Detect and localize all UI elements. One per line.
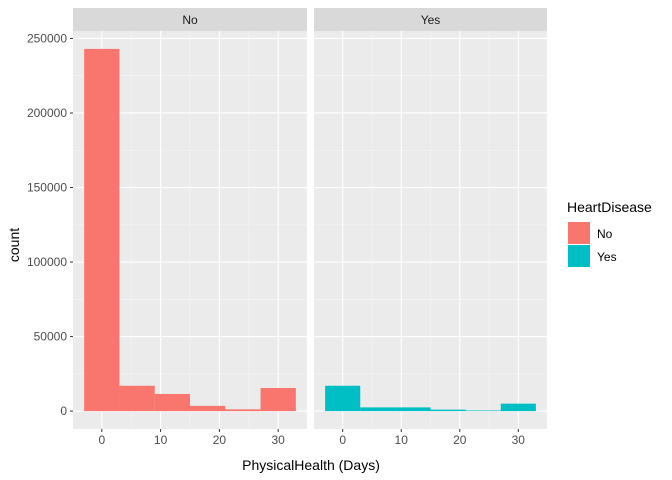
bar: [225, 409, 261, 412]
y-axis-title: count: [6, 228, 22, 262]
bar: [360, 407, 396, 412]
legend-title: HeartDisease: [567, 199, 652, 215]
bar: [119, 385, 155, 412]
y-tick-label: 100000: [27, 255, 67, 269]
x-tick-label: 20: [453, 433, 467, 447]
x-tick-label: 0: [339, 433, 346, 447]
facet-panel-yes: Yes 0 10 20 30: [314, 8, 547, 447]
x-tick-label: 0: [98, 433, 105, 447]
bar: [260, 388, 296, 412]
x-tick-label: 30: [512, 433, 526, 447]
y-tick-label: 150000: [27, 181, 67, 195]
y-tick-label: 50000: [34, 330, 68, 344]
bar: [395, 407, 431, 412]
y-axis: 0 50000 100000 150000 200000 250000: [27, 31, 73, 418]
bar: [325, 385, 361, 412]
bar: [465, 410, 501, 412]
y-tick-label: 250000: [27, 31, 67, 45]
x-tick-label: 20: [213, 433, 227, 447]
bar: [190, 405, 226, 412]
legend-key-yes: [568, 245, 590, 267]
facet-strip: [73, 8, 307, 31]
bar: [500, 403, 536, 412]
x-axis-title: PhysicalHealth (Days): [242, 457, 380, 473]
y-tick-label: 200000: [27, 106, 67, 120]
y-tick-label: 0: [60, 404, 67, 418]
facet-strip: [314, 8, 547, 31]
facet-strip-label: No: [182, 13, 198, 27]
x-tick-label: 10: [395, 433, 409, 447]
legend: HeartDisease No Yes: [567, 199, 652, 267]
facet-panel-no: No 0 10 20 30: [73, 8, 307, 447]
x-tick-label: 10: [154, 433, 168, 447]
legend-key-no: [568, 222, 590, 244]
bar: [154, 393, 190, 412]
facet-strip-label: Yes: [421, 13, 441, 27]
legend-label-yes: Yes: [597, 250, 617, 264]
facets-layer: No 0 10 20 30 Yes 0 10 20 30: [73, 8, 547, 447]
bar: [430, 409, 466, 412]
legend-label-no: No: [597, 227, 613, 241]
x-tick-label: 30: [272, 433, 286, 447]
bar: [84, 48, 120, 412]
